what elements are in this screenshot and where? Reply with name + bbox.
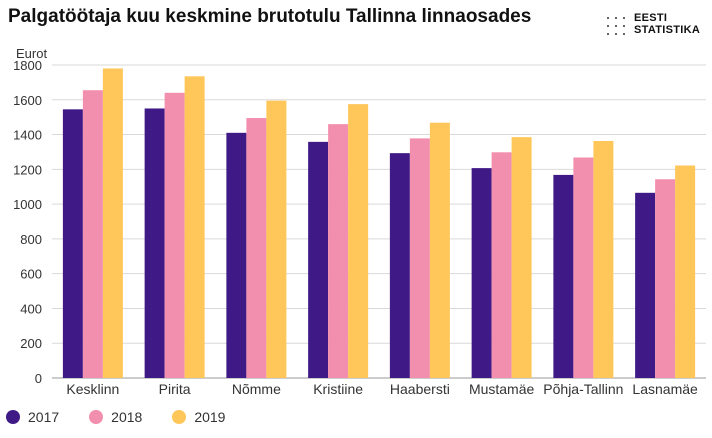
y-tick-label: 600: [20, 267, 42, 282]
legend-item-2018: 2018: [89, 409, 142, 425]
logo-text: EESTI STATISTIKA: [634, 12, 700, 36]
y-tick-label: 1800: [13, 58, 42, 73]
bar-2019: [593, 140, 614, 378]
y-tick-label: 1000: [13, 197, 42, 212]
bar-2019: [102, 68, 123, 378]
bar-2019: [266, 100, 287, 379]
bar-2017: [389, 153, 410, 378]
bar-2017: [635, 192, 656, 378]
bar-2018: [164, 92, 185, 379]
bar-2019: [429, 122, 450, 378]
legend-label: 2019: [194, 409, 226, 425]
x-tick-label: Põhja-Tallinn: [543, 381, 623, 397]
legend-item-2017: 2017: [6, 409, 59, 425]
x-tick-label: Pirita: [159, 381, 191, 397]
chart-legend: 2017 2018 2019: [6, 409, 225, 425]
bar-2018: [409, 138, 430, 378]
y-axis-label: Eurot: [16, 46, 47, 61]
legend-label: 2018: [111, 409, 143, 425]
x-tick-label: Nõmme: [232, 381, 281, 397]
y-tick-label: 400: [20, 301, 42, 316]
bar-2018: [328, 124, 349, 378]
legend-swatch: [172, 410, 187, 424]
bar-2017: [144, 108, 165, 378]
x-tick-label: Kristiine: [313, 381, 363, 397]
legend-item-2019: 2019: [172, 409, 225, 425]
statistics-estonia-logo: EESTI STATISTIKA: [606, 12, 700, 40]
logo-dots-icon: [606, 14, 632, 38]
bar-2017: [553, 174, 574, 378]
bar-2019: [511, 137, 532, 378]
y-tick-label: 1200: [13, 162, 42, 177]
bar-2018: [491, 152, 512, 378]
y-tick-label: 1600: [13, 93, 42, 108]
bar-2018: [573, 157, 594, 378]
bar-2018: [82, 90, 103, 378]
x-tick-label: Mustamäe: [469, 381, 535, 397]
legend-label: 2017: [28, 409, 60, 425]
x-tick-label: Haabersti: [390, 381, 450, 397]
bar-2017: [471, 168, 492, 378]
bar-2019: [184, 76, 205, 378]
bar-2019: [348, 104, 369, 378]
bar-2017: [308, 141, 329, 378]
bar-2017: [62, 109, 83, 378]
y-tick-label: 200: [20, 336, 42, 351]
legend-swatch: [6, 410, 20, 424]
x-tick-label: Kesklinn: [66, 381, 119, 397]
y-tick-label: 0: [35, 371, 42, 386]
legend-swatch: [89, 410, 104, 424]
logo-line-2: STATISTIKA: [634, 24, 701, 36]
bar-2019: [675, 165, 696, 378]
bar-2017: [226, 132, 247, 378]
bar-2018: [246, 118, 267, 379]
chart-title: Palgatöötaja kuu keskmine brutotulu Tall…: [8, 6, 532, 27]
y-tick-label: 1400: [13, 128, 42, 143]
x-tick-label: Lasnamäe: [632, 381, 698, 397]
bar-2018: [655, 179, 676, 378]
logo-line-1: EESTI: [634, 12, 668, 24]
y-tick-label: 800: [20, 232, 42, 247]
